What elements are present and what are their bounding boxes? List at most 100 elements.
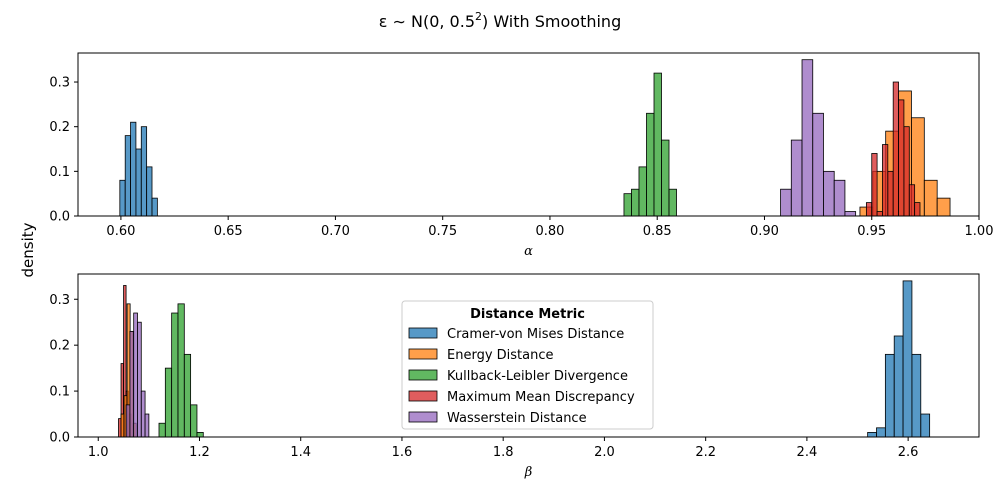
histogram-bar [823,170,835,217]
x-tick-label: 1.8 [493,445,514,460]
x-tick-label: 0.70 [321,224,350,239]
histogram-bar [135,148,142,217]
histogram-bar [668,188,677,217]
axes-frame [77,273,980,438]
x-tick-label: 0.75 [428,224,457,239]
histogram-bar [164,367,173,438]
histogram-bar [125,404,131,438]
histogram-bar [790,139,803,217]
y-tick-label: 0.1 [49,385,70,400]
histogram-bar [653,72,662,217]
x-tick-label: 0.65 [214,224,243,239]
histogram-bar [140,126,148,217]
histogram-bar [893,335,904,438]
legend-entry-label: Wasserstein Distance [447,411,587,426]
histogram-bar [137,321,142,438]
histogram-bar [129,330,135,438]
histogram-bar [887,170,894,217]
histogram-bar [124,135,131,217]
beta-panel: 1.0 1.2 1.4 1.6 1.8 2.0 2.2 2.4 2.6 0.0 0.1 0.2 0.3 β [49,273,980,480]
histogram-bar [867,432,877,438]
x-tick-label: 1.2 [189,445,210,460]
x-tick-label: 1.00 [965,224,994,239]
histogram-bar [876,211,883,217]
histogram-bar [871,153,878,217]
x-tick-label: 0.95 [857,224,886,239]
histogram-bar [884,353,895,438]
histogram-bar [120,413,125,438]
histogram-bar [183,353,192,438]
histogram-bar [158,422,166,438]
y-tick-label: 0.3 [49,293,70,308]
histogram-bar [920,413,931,438]
x-tick-label: 0.85 [643,224,672,239]
legend-entry-label: Energy Distance [447,348,554,363]
legend-entry-label: Cramer-von Mises Distance [447,327,624,342]
histogram-bar [631,188,640,217]
x-axis-label: β [524,465,533,480]
legend-swatch [408,348,438,360]
histogram-bar [144,413,150,438]
x-tick-label: 0.90 [750,224,779,239]
histogram-bar [638,166,647,217]
x-tick-label: 2.0 [594,445,615,460]
histogram-bar [902,280,913,438]
legend-title: Distance Metric [470,307,585,322]
histogram-bar [623,193,632,217]
x-tick-label: 2.2 [695,445,716,460]
histogram-bar [196,432,204,438]
histogram-bar [151,197,158,217]
histogram-bar [923,179,938,217]
legend-swatch [408,327,438,339]
x-tick-label: 0.80 [535,224,564,239]
legend-entry-label: Kullback-Leibler Divergence [447,369,628,384]
histogram-bar [911,353,922,438]
x-tick-label: 1.0 [88,445,109,460]
x-tick-label: 1.6 [392,445,413,460]
y-tick-label: 0.0 [49,210,70,225]
x-tick-label: 1.4 [290,445,311,460]
histogram-bar [780,188,792,217]
histogram-bar [146,166,153,217]
histogram-bar [914,202,921,217]
histogram-bar [130,121,137,217]
legend-box [401,300,654,430]
histogram-bar [882,144,889,217]
y-tick-label: 0.2 [49,339,70,354]
y-tick-label: 0.2 [49,120,70,135]
axes-frame [77,52,980,217]
y-axis-label: density [19,222,37,277]
histogram-bar [865,202,873,217]
histogram-bar [133,312,138,438]
histogram-bar [908,184,916,217]
histogram-bar [190,404,198,438]
figure-title: ε ∼ N(0, 0.52) With Smoothing [379,10,621,31]
y-tick-label: 0.1 [49,165,70,180]
x-axis-label: α [524,244,533,259]
legend: Distance Metric Cramer-von Mises Distance… [401,300,654,430]
legend-swatch [408,411,438,423]
histogram-bar [898,99,905,217]
alpha-panel: 0.60 0.65 0.70 0.75 0.80 0.85 0.90 0.95 1.00 0.0 0… [49,52,994,259]
y-tick-label: 0.0 [49,431,70,446]
title-superscript: 2 [475,10,482,23]
legend-entry-label: Maximum Mean Discrepancy [447,390,635,405]
histogram-bar [936,197,951,217]
histogram-bar [140,390,146,438]
histogram-bar [833,179,846,217]
histogram-bar [661,139,670,217]
title-prefix: ε ∼ N(0, 0.5 [379,12,475,31]
histogram-bar [177,303,185,438]
x-tick-label: 2.6 [898,445,919,460]
title-suffix: ) With Smoothing [482,12,621,31]
histogram-bar [801,59,814,217]
histogram-bar [876,427,886,438]
legend-swatch [408,369,438,381]
x-tick-label: 0.60 [106,224,135,239]
histogram-bar [892,81,899,217]
histogram-bar [812,112,824,217]
x-tick-label: 2.4 [797,445,818,460]
histogram-bar [844,211,857,217]
histogram-bar [903,126,910,217]
